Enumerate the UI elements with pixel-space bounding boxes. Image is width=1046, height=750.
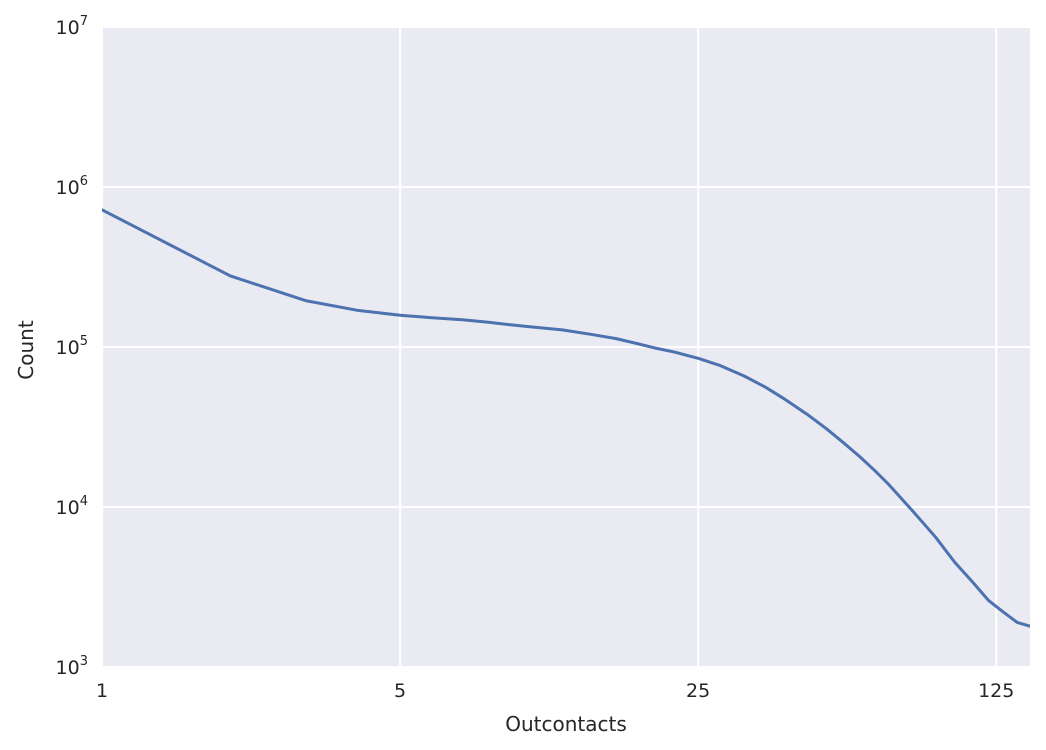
x-tick-label: 5 [394,680,406,702]
series-layer [102,208,1030,628]
y-axis-label: Count [14,320,38,380]
x-tick-label: 1 [96,680,108,702]
y-tick-label: 107 [56,14,88,39]
series-line [102,208,1030,628]
x-axis-label: Outcontacts [505,712,627,736]
y-tick-label: 104 [56,494,88,519]
y-tick-label: 105 [56,334,88,359]
x-tick-label: 25 [686,680,710,702]
x-axis-ticks: 1 5 25 125 [96,680,1014,702]
y-tick-label: 106 [56,174,88,199]
y-tick-label: 103 [56,654,88,679]
y-axis-ticks: 103 104 105 106 107 [56,14,88,679]
grid-lines [101,26,1030,668]
x-tick-label: 125 [978,680,1014,702]
